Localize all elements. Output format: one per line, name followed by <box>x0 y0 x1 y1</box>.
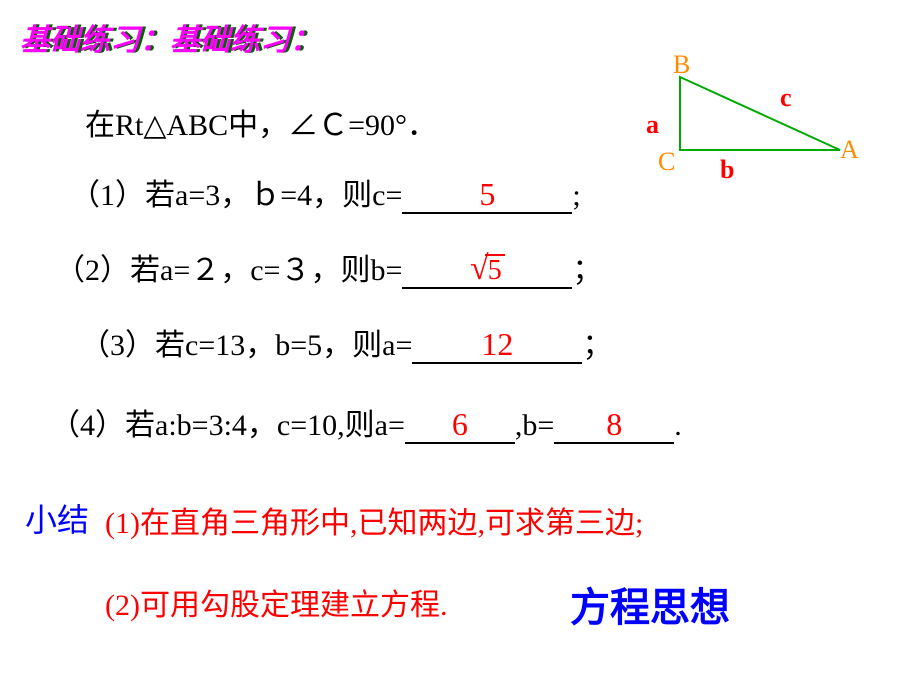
p4-answer-a: 6 <box>452 406 468 442</box>
p3-answer: 12 <box>481 326 513 362</box>
p2-end: ； <box>572 254 602 287</box>
triangle-shape <box>680 77 840 150</box>
side-b: b <box>720 155 734 185</box>
p4-end: . <box>674 409 682 442</box>
vertex-b: B <box>673 50 690 80</box>
vertex-c: C <box>658 147 675 177</box>
p2-text: （2）若a=２，c=３，则b= <box>55 254 402 287</box>
side-a: a <box>646 110 659 140</box>
p1-end: ; <box>572 179 580 212</box>
p2-answer: √5 <box>470 250 505 287</box>
page-title: 基础练习：基础练习： 基础练习：基础练习： <box>20 15 320 59</box>
p4-text: （4）若a:b=3:4，c=10,则a= <box>50 409 405 442</box>
summary-line-2: (2)可用勾股定理建立方程. <box>105 580 447 624</box>
p3-text: （3）若c=13，b=5，则a= <box>80 329 412 362</box>
p1-answer: 5 <box>479 176 495 212</box>
p1-text: （1）若a=3，ｂ=4，则c= <box>70 179 402 212</box>
triangle-diagram: B C A a b c <box>640 55 870 175</box>
problem-2: （2）若a=２，c=３，则b= √5 ； <box>55 245 602 289</box>
method-thinking: 方程思想 <box>570 575 730 633</box>
problem-4: （4）若a:b=3:4，c=10,则a= 6 ,b= 8. <box>50 400 682 444</box>
problem-3: （3）若c=13，b=5，则a= 12 ； <box>80 320 612 364</box>
side-c: c <box>780 83 792 113</box>
p4-mid: ,b= <box>515 409 554 442</box>
vertex-a: A <box>840 135 859 165</box>
summary-line-1: (1)在直角三角形中,已知两边,可求第三边; <box>105 498 643 542</box>
title-main: 基础练习：基础练习： <box>20 15 320 59</box>
p3-end: ； <box>582 329 612 362</box>
p4-answer-b: 8 <box>606 406 622 442</box>
summary-label: 小结 <box>25 495 89 541</box>
intro-text: 在Rt△ABC中，∠Ｃ=90°． <box>85 100 437 144</box>
problem-1: （1）若a=3，ｂ=4，则c= 5; <box>70 170 581 214</box>
